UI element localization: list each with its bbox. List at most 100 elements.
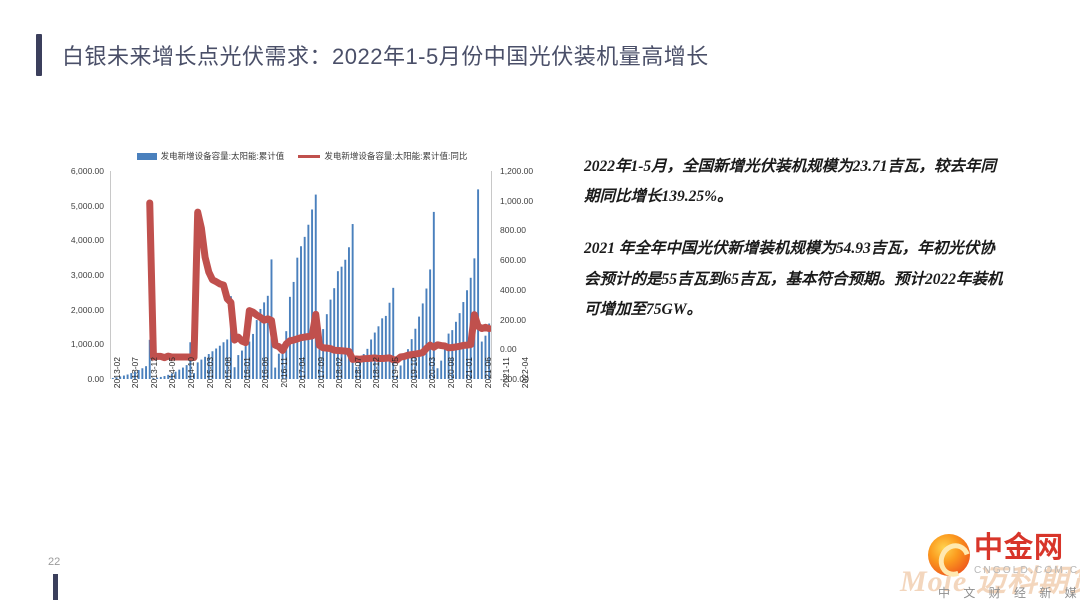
line-series	[150, 203, 489, 360]
chart-bar	[322, 329, 325, 379]
chart-bar	[311, 209, 314, 379]
chart-bar	[395, 376, 398, 379]
legend-item-bars: 发电新增设备容量:太阳能:累计值	[136, 150, 285, 162]
chart-bar	[263, 302, 266, 379]
page-title: 白银未来增长点光伏需求：2022年1-5月份中国光伏装机量高增长	[62, 44, 709, 69]
axis-tick-label: 0.00	[87, 374, 104, 384]
commentary-text: 2022年1-5月，全国新增光伏装机规模为23.71吉瓦，较去年同期同比增长13…	[584, 152, 1004, 347]
chart-bar	[403, 357, 406, 379]
chart-bar	[462, 302, 465, 379]
chart-bar	[152, 377, 155, 379]
chart-bar	[300, 246, 302, 379]
x-axis-tick-label: 2019-10	[408, 357, 419, 389]
chart-bar	[137, 369, 140, 379]
chart-bar	[333, 288, 336, 379]
legend-label-bars: 发电新增设备容量:太阳能:累计值	[160, 151, 285, 161]
chart-bar	[159, 376, 162, 379]
axis-tick-label: 400.00	[500, 284, 526, 295]
x-axis-tick-label: 2021-06	[482, 357, 493, 389]
axis-tick-label: 3,000.00	[70, 270, 104, 280]
axis-tick-label: 4,000.00	[70, 235, 104, 246]
axis-tick-label: 0.00	[500, 344, 517, 355]
legend-item-line: 发电新增设备容量:太阳能:累计值:同比	[298, 150, 467, 162]
chart-bar	[480, 341, 483, 379]
chart-bar	[451, 330, 454, 379]
chart-bar	[222, 342, 225, 379]
chart-bar	[189, 342, 192, 379]
chart-bar	[432, 211, 435, 379]
title-accent-bar	[36, 34, 42, 76]
chart-bar	[211, 351, 214, 379]
chart-bar	[318, 340, 321, 379]
chart-bar	[181, 367, 184, 379]
chart-bar	[156, 377, 159, 379]
axis-tick-label: 6,000.00	[70, 166, 104, 176]
commentary-paragraph-1: 2022年1-5月，全国新增光伏装机规模为23.71吉瓦，较去年同期同比增长13…	[584, 158, 997, 206]
plot-area	[110, 171, 492, 379]
x-axis-tick-label: 2013-12	[148, 357, 159, 389]
chart-bar	[193, 373, 195, 379]
x-axis-tick-label: 2017-09	[315, 357, 326, 389]
chart-bar	[174, 371, 177, 379]
commentary-paragraph-2: 2021 年全年中国光伏新增装机规模为54.93吉瓦，年初光伏协会预计的是55吉…	[584, 240, 1003, 318]
axis-tick-label: 600.00	[500, 255, 526, 266]
chart-bar	[314, 194, 317, 379]
chart-bar	[388, 302, 391, 379]
chart-bar	[259, 308, 262, 379]
axis-tick-label: -200.00	[500, 374, 529, 384]
chart-bar	[122, 375, 125, 379]
x-axis-tick-label: 2018-12	[371, 357, 382, 389]
x-axis-tick-label: 2020-08	[445, 357, 456, 389]
axis-tick-label: 5,000.00	[70, 200, 104, 211]
brand-logo: 中金网 CNGOLD.COM.CN	[928, 534, 1080, 576]
brand-tagline: 中 文 财 经 新 媒 体	[938, 586, 1080, 600]
brand-text-block: 中金网 CNGOLD.COM.CN	[974, 534, 1080, 576]
chart-bar	[296, 257, 299, 379]
chart-bar	[488, 323, 491, 379]
chart-bar	[196, 362, 199, 379]
x-axis-tick-label: 2015-03	[204, 357, 215, 389]
x-axis-labels: 2013-02 2013-07 2013-12 2014-05 2014-10 2015-…	[110, 357, 530, 447]
chart-bar	[126, 374, 129, 379]
chart-bar	[410, 339, 413, 379]
chart-bar	[248, 341, 251, 379]
chart-bar	[281, 344, 284, 379]
chart-bar	[292, 281, 295, 379]
chart-bar	[443, 344, 446, 379]
chart-bar	[266, 295, 269, 379]
chart-bar	[359, 360, 361, 379]
chart-bar	[255, 320, 258, 379]
chart-bar	[351, 224, 354, 379]
chart-bar	[336, 271, 339, 379]
x-axis-tick-label: 2018-07	[352, 357, 363, 389]
chart-bar	[392, 287, 395, 379]
chart-bar	[303, 236, 306, 379]
chart-bar	[134, 371, 136, 379]
chart-bar	[111, 377, 114, 379]
y-axis-right: -200.00 0.00 200.00 400.00 600.00 800.00 1,000…	[494, 166, 542, 384]
chart-bar	[384, 315, 387, 379]
chart-bar	[425, 288, 428, 379]
chart-bar	[170, 373, 173, 379]
chart-bar	[130, 373, 133, 379]
chart-bar	[421, 303, 424, 379]
chart-bar	[277, 353, 280, 379]
chart-bar	[200, 359, 203, 379]
chart-bar	[429, 269, 432, 379]
chart-bar	[252, 333, 254, 379]
axis-tick-label: 1,000.00	[70, 339, 104, 350]
flame-logo-icon	[928, 534, 970, 576]
chart-bar	[218, 345, 221, 379]
slide-header: 白银未来增长点光伏需求：2022年1-5月份中国光伏装机量高增长	[36, 34, 709, 76]
x-axis-tick-label: 2018-02	[334, 357, 345, 389]
chart-bar	[377, 326, 380, 379]
chart-bar	[215, 348, 218, 379]
chart-bar	[141, 368, 144, 379]
chart-bar	[115, 377, 118, 379]
x-axis-tick-label: 2020-03	[427, 357, 438, 389]
page-number: 22	[48, 556, 61, 568]
chart-bar	[399, 365, 402, 379]
chart-bar	[226, 339, 229, 379]
chart-bar	[145, 366, 148, 379]
chart-bar	[204, 356, 207, 379]
